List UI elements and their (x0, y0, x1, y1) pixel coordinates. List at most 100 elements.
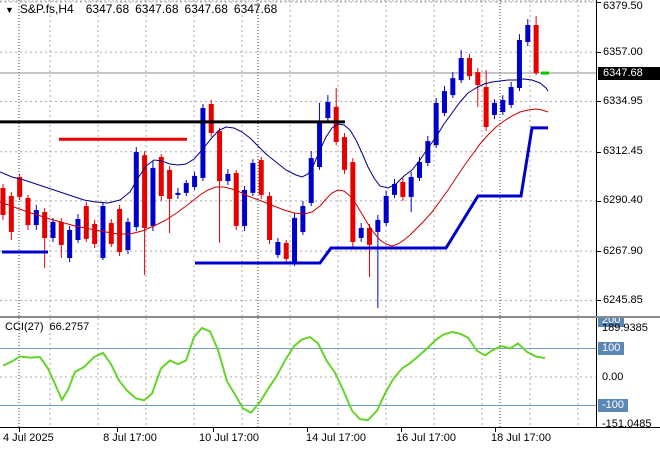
candle-body (500, 100, 506, 113)
candle-body (375, 219, 381, 232)
candle-body (250, 162, 256, 193)
price-tick-label: 6379.50 (603, 0, 643, 12)
candle-body (67, 229, 73, 259)
main-pane[interactable] (0, 0, 596, 317)
quote-close: 6347.68 (233, 2, 278, 16)
axis-tick (597, 2, 601, 3)
candle-body (17, 177, 23, 197)
quote-low: 6347.68 (184, 2, 228, 16)
chart-title-bar: ▼ S&P.fs,H4 6347.68 6347.68 6347.68 6347.68 (5, 2, 283, 17)
indicator-value: 66.2757 (49, 321, 90, 333)
candle-body (258, 160, 264, 195)
candle-body (458, 58, 464, 81)
candle-body (167, 169, 173, 199)
candle-body (516, 39, 522, 88)
candle-body (42, 212, 48, 238)
price-tick-label: 6245.85 (603, 293, 643, 306)
time-axis-tick (401, 428, 402, 432)
candle-body (433, 102, 439, 146)
candle-body (533, 25, 539, 74)
candle-body (225, 173, 231, 182)
axis-tick (597, 151, 601, 153)
candle-body (325, 102, 331, 119)
candle-body (158, 156, 164, 197)
candle-body (242, 189, 248, 226)
candle-body (491, 102, 497, 115)
candle-body (150, 167, 156, 226)
candle-body (525, 25, 531, 42)
candle-body (425, 141, 431, 163)
blue-support-step-line (195, 126, 548, 265)
candle-body (450, 78, 456, 96)
axis-tick (597, 251, 601, 253)
candle-body (0, 187, 6, 215)
candle-body (133, 152, 139, 228)
candle-body (175, 192, 181, 195)
candle-body (466, 58, 472, 77)
candle-body (283, 242, 289, 259)
quote-open: 6347.68 (85, 2, 130, 16)
chart-dropdown-icon[interactable]: ▼ (5, 5, 14, 15)
candle-body (183, 183, 189, 193)
candle-body (100, 206, 106, 259)
candle-body (400, 181, 406, 197)
candle-body (58, 221, 64, 245)
candle-body (83, 206, 89, 239)
symbol-title: S&P.fs,H4 (19, 2, 74, 16)
candle-body (508, 87, 514, 105)
candle-body (308, 158, 314, 203)
indicator-title: CCI(27) 66.2757 (5, 321, 95, 333)
indicator-name: CCI(27) (5, 321, 44, 333)
time-axis-tick (307, 428, 308, 432)
time-axis-tick (495, 428, 496, 432)
price-tick-label: 6290.40 (603, 194, 643, 207)
time-tick-label: 10 Jul 17:00 (199, 432, 259, 444)
cci-level-badge-100: 100 (598, 342, 625, 355)
candle-body (142, 155, 148, 228)
candle-body (267, 196, 273, 240)
candle-body (108, 223, 114, 245)
candle-body (383, 196, 389, 224)
time-tick-label: 14 Jul 17:00 (306, 432, 366, 444)
time-axis-tick (19, 428, 20, 432)
candle-body (358, 227, 364, 238)
time-axis[interactable]: 4 Jul 2025 8 Jul 17:00 10 Jul 17:00 14 Jul … (0, 427, 660, 450)
price-tick-label: 6334.95 (603, 94, 643, 107)
candle-body (392, 183, 398, 195)
candle-body (275, 241, 281, 255)
candle-body (417, 162, 422, 178)
candle-body (50, 221, 56, 238)
candle-body (475, 72, 481, 86)
price-axis[interactable]: 200 189.9385 100 0.00 -100 -151.0485 6379.50 6… (596, 0, 660, 427)
time-axis-tick (117, 428, 118, 432)
candle-body (75, 218, 81, 240)
candle-body (92, 223, 98, 245)
cci-line (2, 326, 546, 422)
candle-body (192, 175, 198, 188)
time-tick-label: 4 Jul 2025 (3, 432, 54, 444)
candle-body (408, 177, 414, 197)
candle-body (300, 206, 306, 232)
axis-tick (597, 300, 601, 302)
candle-body (217, 131, 223, 182)
time-tick-label: 8 Jul 17:00 (103, 432, 157, 444)
candle-body (200, 108, 206, 178)
indicator-pane[interactable] (0, 318, 596, 427)
candle-body (8, 196, 14, 232)
candle-body (125, 221, 131, 251)
candle-body (483, 87, 489, 128)
axis-tick (597, 52, 601, 54)
pane-separator[interactable] (0, 316, 660, 318)
candle-body (233, 173, 239, 226)
price-tick-label: 6357.00 (603, 45, 643, 58)
cci-level-badge-200: 200 (598, 318, 625, 327)
candle-body (350, 162, 356, 242)
time-tick-label: 16 Jul 17:00 (396, 432, 456, 444)
indicator-axis[interactable]: 200 189.9385 100 0.00 -100 -151.0485 (597, 318, 660, 427)
axis-tick (597, 101, 601, 103)
time-axis-tick (213, 428, 214, 432)
candle-body (117, 208, 123, 253)
price-tick-label: 6267.90 (603, 244, 643, 257)
candle-body (317, 122, 323, 167)
